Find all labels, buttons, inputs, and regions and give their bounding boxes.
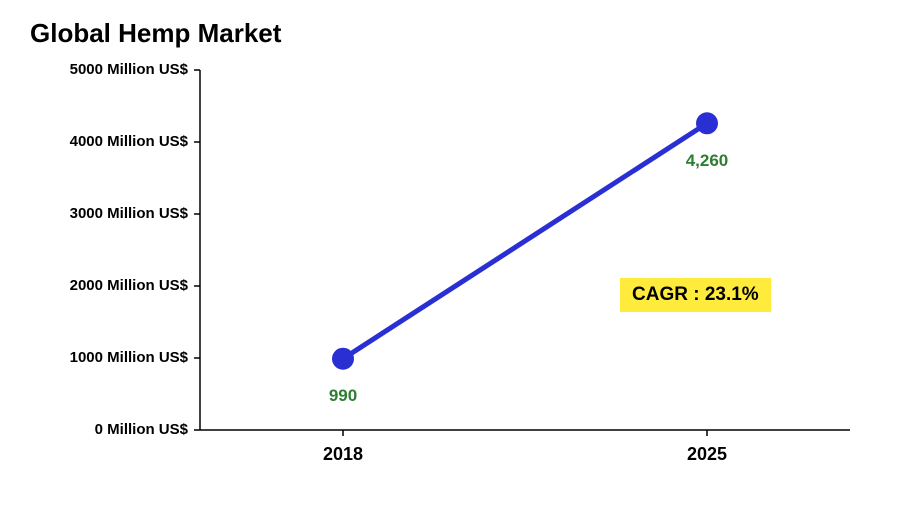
- x-axis-tick-label: 2025: [657, 444, 757, 465]
- cagr-callout: CAGR : 23.1%: [620, 278, 771, 312]
- y-axis-tick-label: 0 Million US$: [95, 421, 188, 438]
- y-axis-tick-label: 4000 Million US$: [70, 133, 188, 150]
- y-axis-tick-label: 5000 Million US$: [70, 61, 188, 78]
- line-chart: [200, 70, 850, 430]
- y-axis-tick-label: 1000 Million US$: [70, 349, 188, 366]
- series-data-label: 990: [293, 386, 393, 406]
- y-axis-tick-label: 3000 Million US$: [70, 205, 188, 222]
- series-data-label: 4,260: [657, 151, 757, 171]
- x-axis-tick-label: 2018: [293, 444, 393, 465]
- y-axis-tick-label: 2000 Million US$: [70, 277, 188, 294]
- chart-title: Global Hemp Market: [30, 18, 281, 49]
